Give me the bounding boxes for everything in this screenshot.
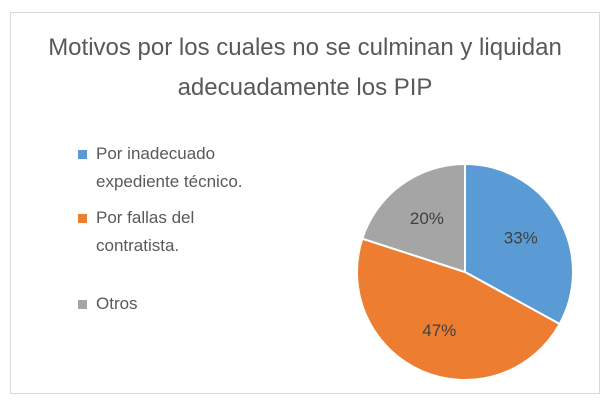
- legend-label: Por inadecuado expediente técnico.: [96, 144, 243, 191]
- data-label: 33%: [504, 228, 538, 247]
- chart-title: Motivos por los cuales no se culminan y …: [48, 34, 562, 101]
- pie-slice: [356, 237, 562, 381]
- legend-label: Otros: [96, 294, 138, 313]
- chart-frame: [10, 12, 600, 394]
- legend-swatch: [78, 150, 87, 159]
- legend: Por inadecuado expediente técnico. Por fa…: [78, 140, 278, 326]
- pie-slice: [464, 162, 574, 326]
- legend-item: Por fallas del contratista.: [78, 204, 278, 260]
- legend-item: Otros: [78, 290, 278, 318]
- data-label: 20%: [410, 209, 444, 228]
- legend-label: Por fallas del contratista.: [96, 208, 195, 255]
- legend-item: Por inadecuado expediente técnico.: [78, 140, 278, 196]
- legend-swatch: [78, 214, 87, 223]
- legend-swatch: [78, 300, 87, 309]
- data-label: 47%: [422, 321, 456, 340]
- pie-slice: [361, 162, 466, 274]
